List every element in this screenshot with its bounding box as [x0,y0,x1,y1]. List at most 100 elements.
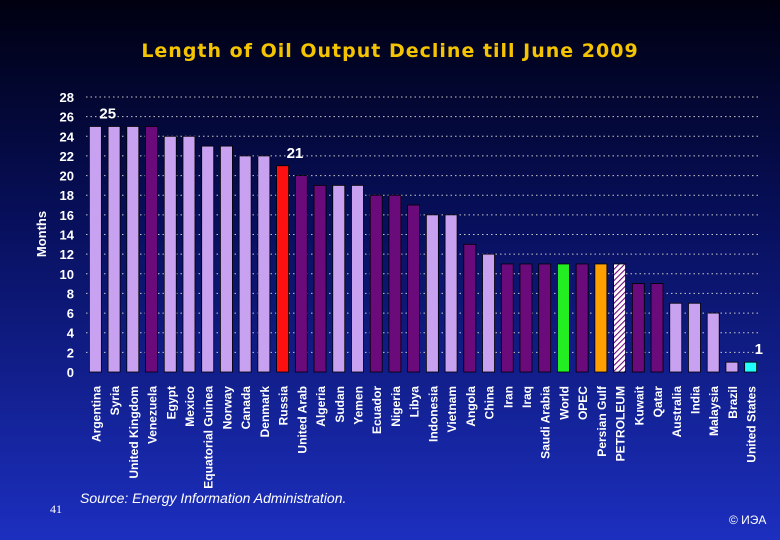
x-tick-label: Kuwait [632,386,646,425]
x-tick-label: Yemen [351,386,365,425]
bar [669,302,683,373]
bar [425,214,439,373]
x-tick-label: Russia [277,386,291,426]
x-tick-label: Algeria [314,386,328,427]
x-tick-label: United Kingdom [127,386,141,479]
bar [575,263,589,373]
y-tick-label: 14 [60,228,75,243]
bar [725,361,739,373]
bar [557,263,570,373]
data-labels: 25 21 1 [99,105,763,358]
copyright: © ИЭА [729,513,767,527]
y-tick-label: 28 [60,90,74,105]
data-label: 21 [287,145,304,162]
x-tick-label: Egypt [164,386,178,419]
bar [519,263,533,373]
x-tick-label: Saudi Arabia [539,386,553,459]
x-tick-label: PETROLEUM [614,386,628,461]
bar [107,126,121,373]
y-tick-label: 4 [67,326,75,341]
bar [145,126,158,373]
source-note: Source: Energy Information Administratio… [80,490,347,506]
x-tick-label: Sudan [333,386,347,423]
data-label: 1 [755,341,763,358]
x-tick-label: Syria [108,386,122,416]
y-tick-label: 6 [67,306,74,321]
y-tick-label: 2 [67,345,74,360]
bar [369,194,383,373]
x-tick-label: World [557,386,571,420]
y-tick-label: 22 [60,149,74,164]
y-tick-label: 16 [60,208,74,223]
chart-title: Length of Oil Output Decline till June 2… [141,40,639,62]
bar [182,135,196,373]
bar [706,312,720,373]
bar [313,184,327,373]
bar [407,204,421,373]
x-tick-label: Qatar [651,386,665,418]
bar [613,263,626,373]
bar [444,214,458,373]
bar [257,155,271,373]
x-tick-label: Ecuador [370,386,384,434]
x-tick-label: Libya [408,386,422,418]
x-tick-label: Indonesia [426,386,440,442]
x-tick-label: China [483,386,497,420]
x-tick-label: Nigeria [389,386,403,427]
bar [744,361,758,373]
bars [88,126,758,373]
y-tick-label: 18 [60,188,74,203]
x-tick-label: Mexico [183,386,197,427]
bar [650,283,664,373]
y-tick-label: 20 [60,169,74,184]
x-tick-label: India [688,386,702,414]
bar [351,184,364,373]
bar [482,253,495,373]
x-tick-label: Venezuela [146,386,160,444]
x-tick-label: United States [745,386,759,463]
x-tick-label: Equatorial Guinea [202,386,216,489]
bar [294,175,308,373]
x-tick-label: Norway [220,386,234,430]
page-number: 41 [50,502,62,516]
x-tick-label: Denmark [258,386,272,438]
bar [201,145,215,373]
x-tick-label: Vietnam [445,386,459,432]
x-tick-label: Brazil [726,386,740,419]
bar [238,155,252,373]
bar [332,184,346,373]
x-tick-label: Iraq [520,386,534,408]
bar [463,243,477,373]
bar [388,194,402,373]
y-tick-label: 26 [60,110,74,125]
bar [163,135,177,373]
x-tick-label: Angola [464,386,478,427]
y-tick-label: 0 [67,365,74,380]
data-label: 25 [99,105,116,122]
y-tick-label: 8 [67,286,74,301]
y-tick-label: 24 [60,129,75,144]
bar [88,126,102,373]
bar [688,302,701,373]
bar [594,263,608,373]
bar [631,283,645,373]
x-tick-label: Malaysia [707,386,721,436]
x-tick-label: Iran [501,386,515,408]
y-tick-label: 12 [60,247,74,262]
x-tick-label: Australia [670,386,684,438]
x-tick-label: Argentina [89,386,103,442]
bar [220,145,233,373]
x-axis-labels: Argentina Syria United Kingdom Venezuela Egy… [89,385,758,489]
bar [126,126,140,373]
x-tick-label: OPEC [576,386,590,420]
x-tick-label: United Arab [295,386,309,454]
y-axis-label: Months [34,211,49,257]
bar [538,263,552,373]
bar [500,263,514,373]
x-tick-label: Canada [239,386,253,430]
bar [276,165,289,373]
x-tick-label: Persian Gulf [595,385,609,457]
y-tick-label: 10 [60,267,74,282]
